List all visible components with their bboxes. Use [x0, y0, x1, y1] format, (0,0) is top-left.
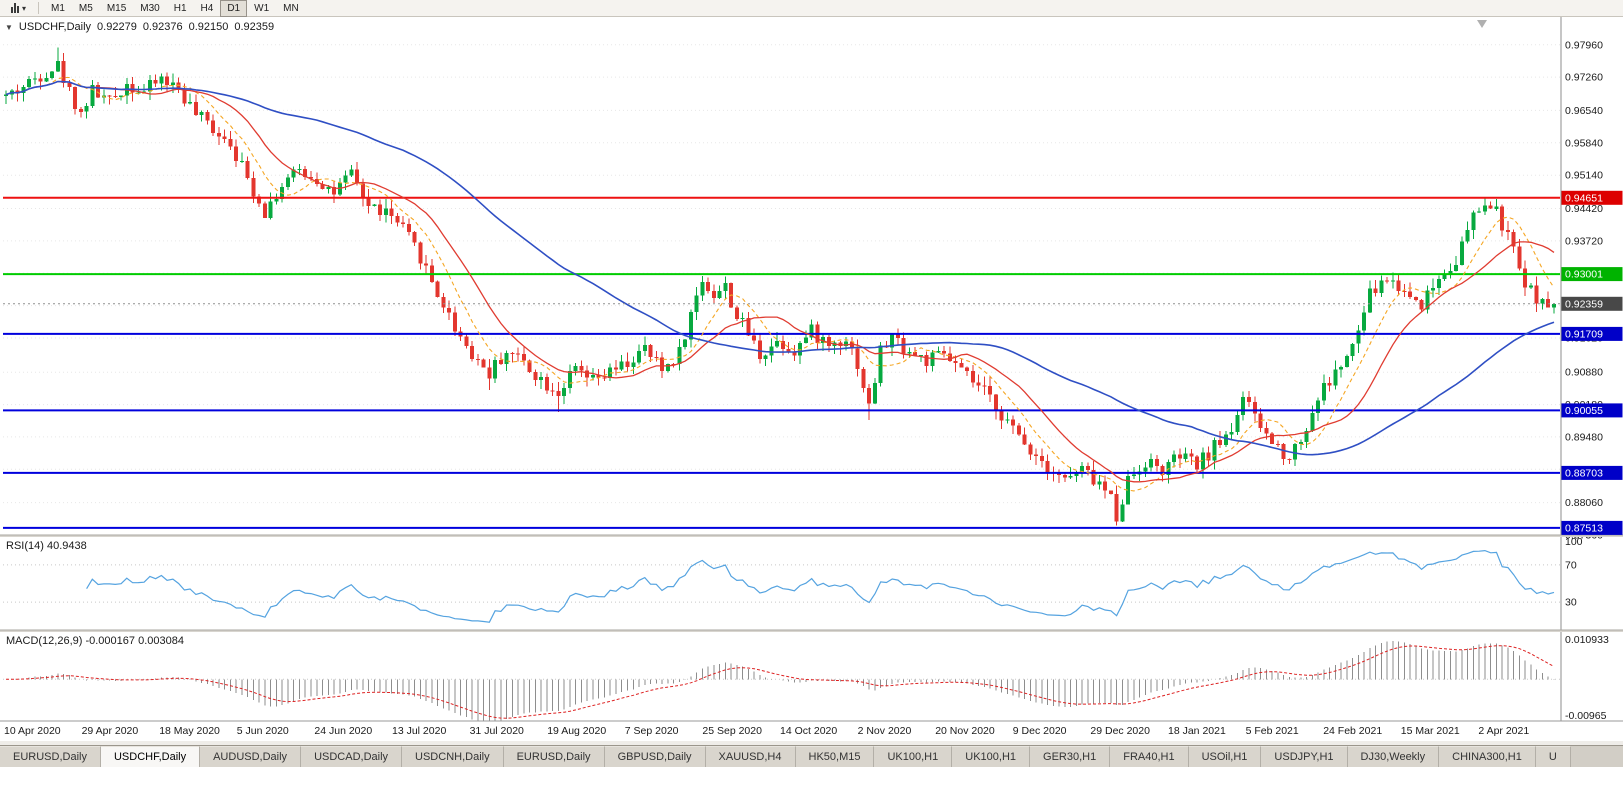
chart-tab-fra40-h1[interactable]: FRA40,H1 — [1110, 746, 1189, 767]
svg-text:19 Aug 2020: 19 Aug 2020 — [547, 725, 606, 737]
chart-tab-usdjpy-h1[interactable]: USDJPY,H1 — [1261, 746, 1348, 767]
chart-tab-bar: EURUSD,Daily USDCHF,Daily AUDUSD,Daily USDC… — [0, 745, 1623, 767]
timeframe-button-h4[interactable]: H4 — [200, 2, 214, 14]
svg-text:29 Dec 2020: 29 Dec 2020 — [1090, 725, 1150, 737]
svg-text:0.95840: 0.95840 — [1565, 137, 1603, 149]
timeframe-button-m1[interactable]: M1 — [51, 2, 65, 14]
timeframe-button-m15[interactable]: M15 — [106, 2, 127, 14]
chart-tab-audusd-daily[interactable]: AUDUSD,Daily — [200, 746, 302, 767]
svg-text:0.95140: 0.95140 — [1565, 170, 1603, 182]
svg-text:0.94420: 0.94420 — [1565, 203, 1603, 215]
horizontal-price-lines[interactable] — [3, 196, 1560, 529]
svg-text:18 Jan 2021: 18 Jan 2021 — [1168, 725, 1226, 737]
chart-tab-dj30-weekly[interactable]: DJ30,Weekly — [1347, 746, 1440, 767]
svg-text:24 Feb 2021: 24 Feb 2021 — [1323, 725, 1382, 737]
svg-text:15 Mar 2021: 15 Mar 2021 — [1401, 725, 1460, 737]
svg-text:20 Nov 2020: 20 Nov 2020 — [935, 725, 995, 737]
moving-average-lines — [5, 76, 1555, 492]
timeframe-button-d1[interactable]: D1 — [220, 0, 248, 17]
chart-tab-hk50-m15[interactable]: HK50,M15 — [795, 746, 875, 767]
timeframe-button-w1[interactable]: W1 — [254, 2, 270, 14]
svg-text:18 May 2020: 18 May 2020 — [159, 725, 220, 737]
toolbar-separator — [38, 2, 40, 14]
svg-text:0.90880: 0.90880 — [1565, 367, 1603, 379]
dropdown-caret-icon: ▾ — [22, 3, 27, 13]
svg-text:24 Jun 2020: 24 Jun 2020 — [314, 725, 372, 737]
svg-text:7 Sep 2020: 7 Sep 2020 — [625, 725, 679, 737]
svg-text:0.92359: 0.92359 — [1565, 298, 1603, 310]
price-axis-badges: 0.94651 0.93001 0.91709 0.90055 0.88703 0.875… — [1561, 190, 1623, 535]
macd-histogram — [11, 640, 1555, 721]
svg-text:100: 100 — [1565, 536, 1583, 548]
svg-text:14 Oct 2020: 14 Oct 2020 — [780, 725, 837, 737]
svg-text:0.96540: 0.96540 — [1565, 105, 1603, 117]
timeframe-button-group: M1 M5 M15 M30 H1 H4 D1 W1 MN — [44, 0, 306, 17]
svg-text:25 Sep 2020: 25 Sep 2020 — [702, 725, 762, 737]
svg-text:30: 30 — [1565, 597, 1577, 609]
svg-text:2 Nov 2020: 2 Nov 2020 — [858, 725, 912, 737]
chart-window: 0.97960 0.97260 0.96540 0.95840 0.95140 0.944… — [0, 17, 1623, 741]
svg-text:0.88060: 0.88060 — [1565, 497, 1603, 509]
chart-tab-uk100-h1[interactable]: UK100,H1 — [952, 746, 1031, 767]
svg-text:0.93001: 0.93001 — [1565, 269, 1603, 281]
pane-splitter-macd[interactable] — [0, 629, 1623, 632]
svg-text:0.89480: 0.89480 — [1565, 431, 1603, 443]
svg-text:70: 70 — [1565, 559, 1577, 571]
chart-tab-china300-h1[interactable]: CHINA300,H1 — [1439, 746, 1536, 767]
chart-type-button[interactable]: ▾ — [4, 0, 33, 17]
chart-tab-usdcnh-daily[interactable]: USDCNH,Daily — [402, 746, 504, 767]
svg-text:-0.00965: -0.00965 — [1565, 710, 1607, 722]
svg-text:9 Dec 2020: 9 Dec 2020 — [1013, 725, 1067, 737]
chart-tab-xauusd-h4[interactable]: XAUUSD,H4 — [705, 746, 796, 767]
chart-tab-gbpusd-daily[interactable]: GBPUSD,Daily — [604, 746, 706, 767]
chart-tab-ger30-h1[interactable]: GER30,H1 — [1030, 746, 1111, 767]
svg-text:10 Apr 2020: 10 Apr 2020 — [4, 725, 61, 737]
svg-text:31 Jul 2020: 31 Jul 2020 — [470, 725, 524, 737]
svg-text:0.87513: 0.87513 — [1565, 522, 1603, 534]
svg-text:0.93720: 0.93720 — [1565, 235, 1603, 247]
timeframe-button-mn[interactable]: MN — [283, 2, 299, 14]
svg-text:13 Jul 2020: 13 Jul 2020 — [392, 725, 446, 737]
timeframe-button-m30[interactable]: M30 — [140, 2, 160, 14]
svg-text:0.010933: 0.010933 — [1565, 634, 1609, 646]
tab-strip-spacer — [0, 741, 1623, 745]
chart-tab-eurusd-daily[interactable]: EURUSD,Daily — [503, 746, 605, 767]
time-axis[interactable]: 10 Apr 2020 29 Apr 2020 18 May 2020 5 Jun 2… — [4, 725, 1529, 737]
pane-splitter-rsi[interactable] — [0, 534, 1623, 537]
chart-toolbar: ▾ M1 M5 M15 M30 H1 H4 D1 W1 MN — [0, 0, 1623, 17]
timeframe-button-h1[interactable]: H1 — [173, 2, 187, 14]
chart-tab-usdchf-daily[interactable]: USDCHF,Daily — [100, 746, 201, 767]
chart-tab-usdcad-daily[interactable]: USDCAD,Daily — [301, 746, 403, 767]
chart-tab-usoil-h1[interactable]: USOil,H1 — [1188, 746, 1262, 767]
rsi-pane[interactable]: 100 70 30 — [3, 536, 1583, 623]
svg-text:0.90055: 0.90055 — [1565, 405, 1603, 417]
svg-text:5 Feb 2021: 5 Feb 2021 — [1246, 725, 1299, 737]
chart-canvas[interactable]: 0.97960 0.97260 0.96540 0.95840 0.95140 0.944… — [0, 17, 1623, 741]
chart-tab-eurusd-daily[interactable]: EURUSD,Daily — [0, 746, 101, 767]
chart-shift-marker-icon[interactable] — [1477, 20, 1487, 28]
timeframe-button-m5[interactable]: M5 — [78, 2, 93, 14]
svg-text:0.94651: 0.94651 — [1565, 192, 1603, 204]
svg-text:2 Apr 2021: 2 Apr 2021 — [1478, 725, 1529, 737]
svg-text:0.97260: 0.97260 — [1565, 72, 1603, 84]
macd-pane[interactable]: 0.010933 -0.00965 — [3, 634, 1609, 722]
chart-tab-uk100-h1[interactable]: UK100,H1 — [874, 746, 953, 767]
chart-tab-u[interactable]: U — [1535, 746, 1571, 767]
svg-text:5 Jun 2020: 5 Jun 2020 — [237, 725, 289, 737]
candlestick-chart-icon — [11, 3, 20, 13]
svg-text:0.91709: 0.91709 — [1565, 328, 1603, 340]
bottom-empty-area — [0, 767, 1623, 794]
svg-text:0.88703: 0.88703 — [1565, 467, 1603, 479]
svg-text:0.97960: 0.97960 — [1565, 39, 1603, 51]
svg-text:29 Apr 2020: 29 Apr 2020 — [82, 725, 139, 737]
